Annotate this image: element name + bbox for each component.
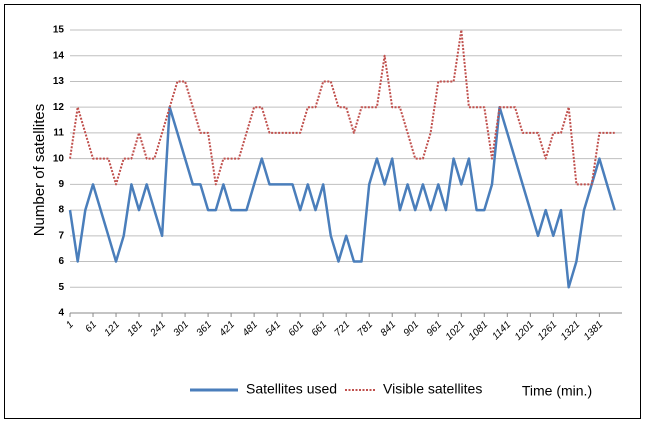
x-tick-label: 121 bbox=[102, 319, 122, 339]
x-tick-label: 1021 bbox=[444, 319, 468, 343]
legend-label: Satellites used bbox=[246, 381, 337, 397]
y-tick-label: 9 bbox=[58, 179, 64, 190]
x-tick-label: 1381 bbox=[582, 319, 606, 343]
x-tick-label: 241 bbox=[148, 319, 168, 339]
y-tick-label: 14 bbox=[53, 50, 65, 61]
y-tick-label: 10 bbox=[53, 153, 65, 164]
chart-border bbox=[4, 4, 641, 419]
x-axis-label: Time (min.) bbox=[522, 383, 592, 399]
y-tick-label: 13 bbox=[53, 76, 65, 87]
x-tick-label: 1261 bbox=[536, 319, 560, 343]
x-tick-label: 1081 bbox=[467, 319, 491, 343]
x-tick-label: 61 bbox=[83, 319, 99, 335]
y-tick-label: 8 bbox=[58, 205, 64, 216]
x-tick-label: 841 bbox=[379, 319, 399, 339]
y-tick-label: 12 bbox=[53, 102, 65, 113]
x-tick-label: 301 bbox=[171, 319, 191, 339]
x-tick-label: 1201 bbox=[513, 319, 537, 343]
y-tick-label: 11 bbox=[53, 128, 64, 139]
x-tick-label: 1 bbox=[64, 319, 76, 331]
y-tick-label: 4 bbox=[58, 308, 64, 319]
y-tick-label: 7 bbox=[58, 230, 64, 241]
x-tick-label: 961 bbox=[425, 319, 445, 339]
x-tick-label: 361 bbox=[195, 319, 215, 339]
x-tick-label: 481 bbox=[241, 319, 261, 339]
series-line bbox=[69, 29, 615, 186]
x-tick-label: 601 bbox=[287, 319, 307, 339]
x-tick-label: 781 bbox=[356, 319, 376, 339]
y-tick-label: 5 bbox=[58, 282, 64, 293]
x-tick-label: 181 bbox=[125, 319, 145, 339]
x-tick-label: 541 bbox=[264, 319, 284, 339]
x-tick-label: 1141 bbox=[490, 319, 513, 342]
x-tick-label: 661 bbox=[310, 319, 330, 339]
y-tick-label: 15 bbox=[53, 25, 65, 36]
y-tick-label: 6 bbox=[58, 256, 64, 267]
series-line bbox=[68, 105, 616, 289]
x-tick-label: 901 bbox=[402, 319, 422, 339]
legend-label: Visible satellites bbox=[383, 381, 482, 397]
x-tick-label: 421 bbox=[218, 319, 238, 339]
y-axis-label: Number of satellites bbox=[31, 104, 48, 237]
x-tick-label: 1321 bbox=[559, 319, 583, 343]
x-tick-label: 721 bbox=[333, 319, 353, 339]
